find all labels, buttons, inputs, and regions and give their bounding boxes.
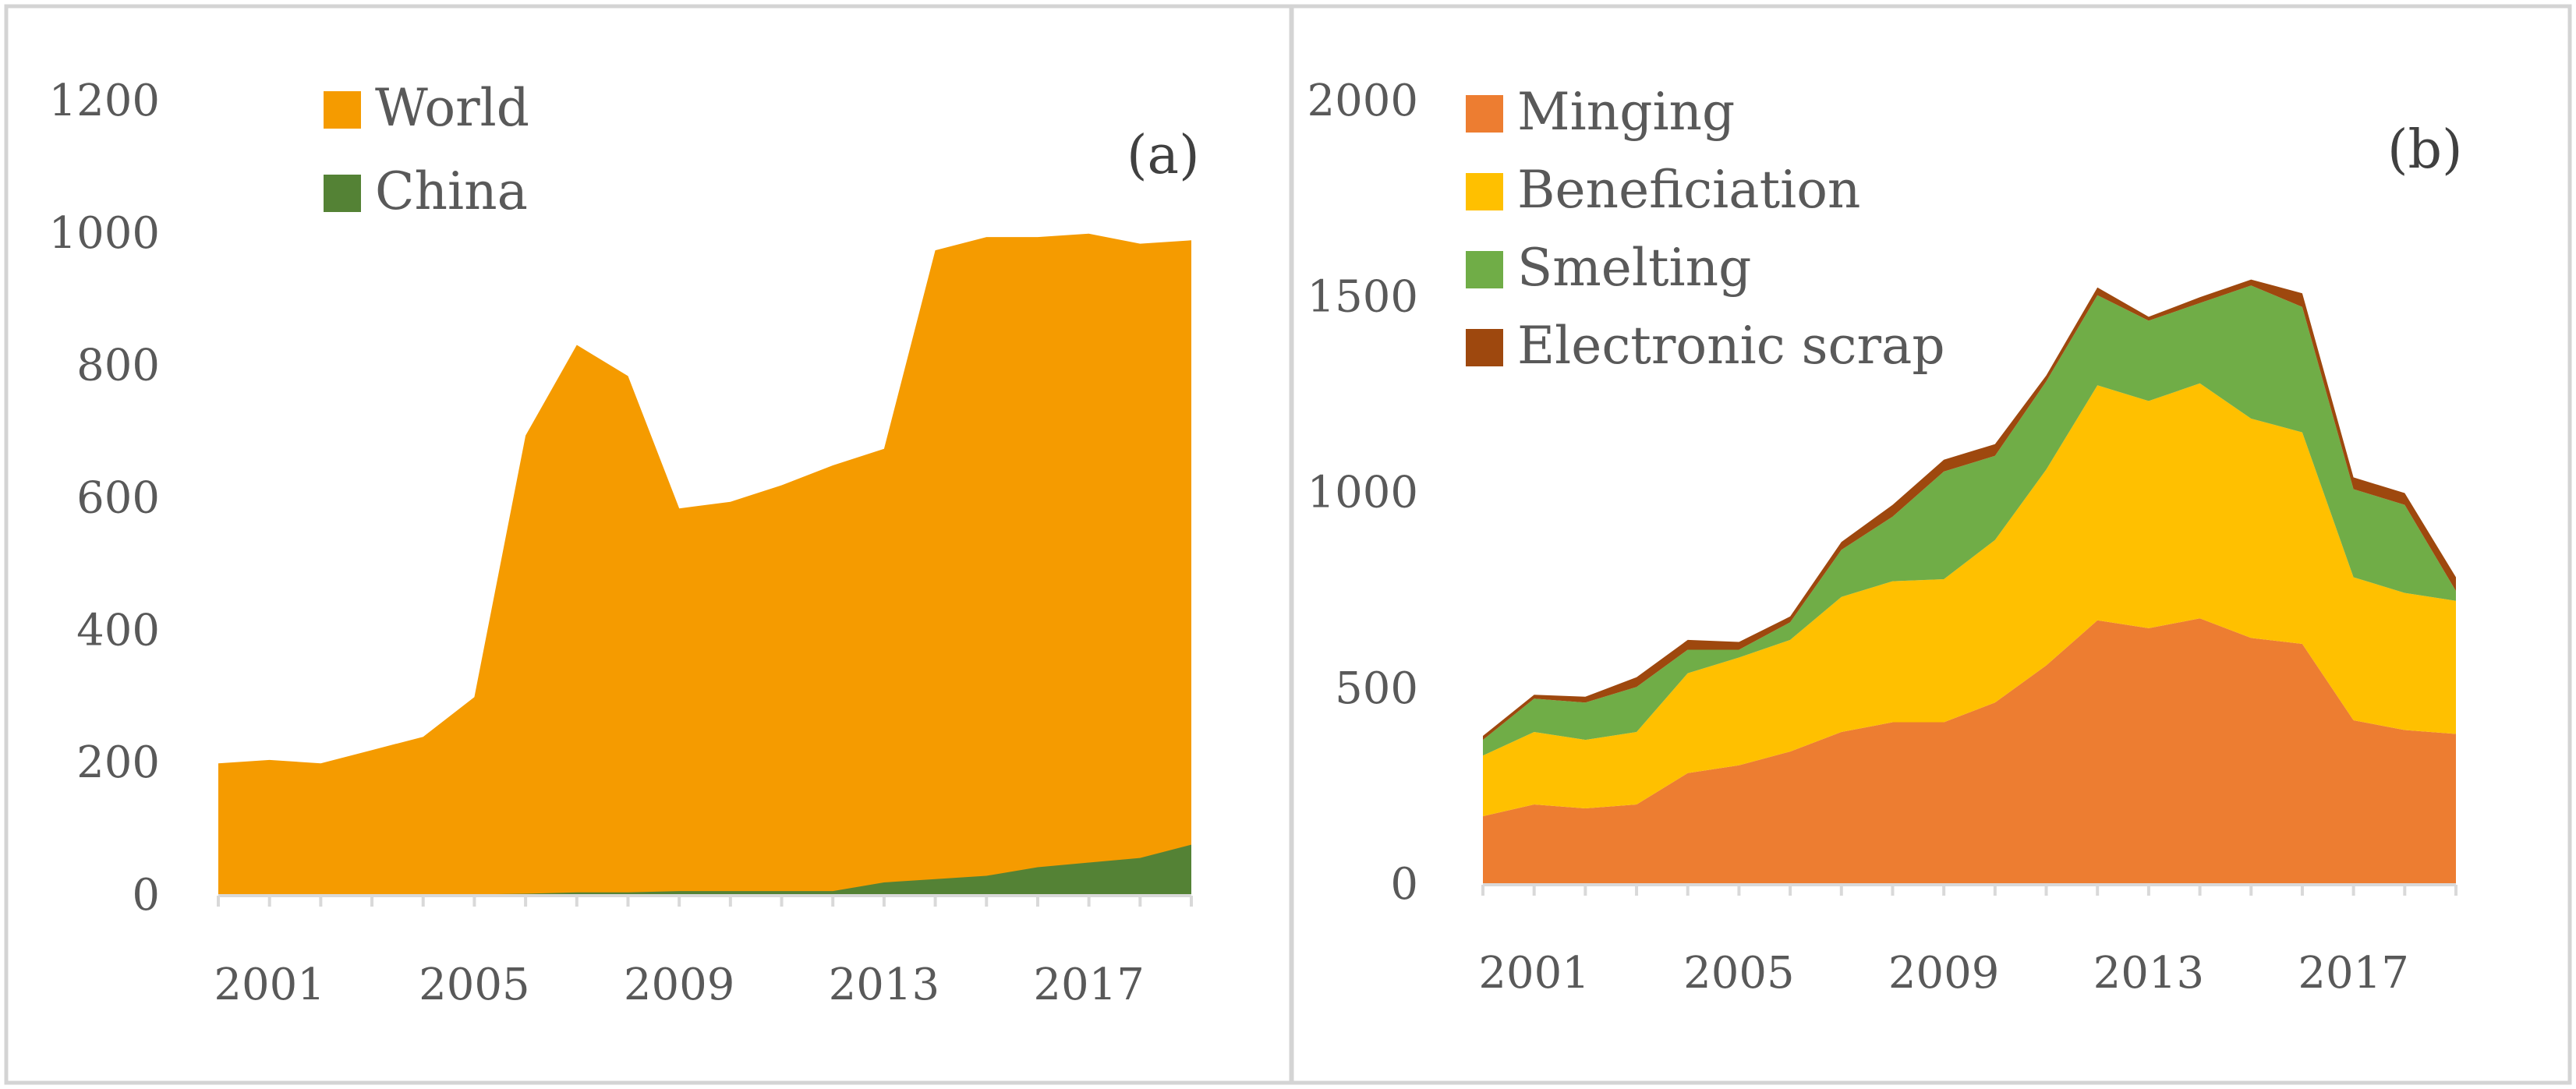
panel-a-legend: World China	[324, 78, 529, 221]
panel-a-y-tick-label: 600	[76, 473, 160, 524]
panel-b-y-tick-label: 1000	[1307, 468, 1418, 518]
panel-b-label: (b)	[2387, 119, 2463, 181]
panel-b-legend: Minging Beneficiation Smelting Electronic s…	[1466, 82, 1945, 376]
panel-a-x-tick-label: 2009	[624, 960, 735, 1010]
panel-b-legend-label-beneficiation: Beneficiation	[1517, 160, 1860, 220]
panel-a-x-tick-label: 2005	[419, 960, 530, 1010]
panel-a-y-tick-label: 800	[76, 341, 160, 391]
panel-b-legend-swatch-minging	[1466, 95, 1503, 133]
panel-a-legend-label-world: World	[375, 78, 529, 138]
panel-a-legend-swatch-china	[324, 175, 361, 212]
panel-a-area-world	[218, 233, 1191, 896]
panel-b-x-tick-label: 2013	[2093, 948, 2205, 999]
panel-a-x-tick-label: 2017	[1033, 960, 1145, 1010]
panel-b-y-tick-label: 1500	[1307, 271, 1418, 322]
panel-a-label: (a)	[1127, 125, 1200, 186]
panel-b-production-stages-chart: 0 500 1000 1500 2000 2001 2005 2009 2013 2017 Mi…	[1290, 4, 2572, 1085]
panel-b-legend-label-minging: Minging	[1517, 82, 1735, 142]
panel-b-y-tick-label: 500	[1335, 663, 1418, 714]
panel-a-y-tick-label: 400	[76, 605, 160, 656]
panel-b-y-tick-label: 0	[1390, 859, 1418, 910]
panel-b-legend-swatch-smelting	[1466, 251, 1503, 288]
panel-a-x-tick-marks	[217, 896, 1193, 907]
panel-b-area-minging	[1483, 618, 2456, 885]
panel-a-y-tick-label: 200	[76, 737, 160, 788]
panel-a-area-china	[218, 844, 1191, 896]
panel-a-area-layer	[218, 233, 1191, 896]
panel-b-area-layer	[1483, 279, 2456, 885]
panel-a-y-tick-labels: 0 200 400 600 800 1000 1200	[48, 76, 160, 921]
panel-b-border	[1290, 4, 2572, 1085]
panel-a-legend-label-china: China	[375, 161, 528, 221]
panel-b-y-tick-labels: 0 500 1000 1500 2000	[1307, 76, 1418, 910]
panel-a-x-tick-labels: 2001 2005 2009 2013 2017	[214, 960, 1144, 1010]
panel-b-legend-swatch-beneficiation	[1466, 173, 1503, 210]
panel-a-y-tick-label: 1200	[48, 76, 160, 126]
panel-b-area-smelting	[1483, 285, 2456, 756]
panel-b-x-tick-label: 2005	[1683, 948, 1795, 999]
panel-b-y-tick-label: 2000	[1307, 76, 1418, 126]
panel-b-legend-label-electronic-scrap: Electronic scrap	[1517, 316, 1945, 376]
panel-a-legend-swatch-world	[324, 91, 361, 129]
panel-b-x-tick-labels: 2001 2005 2009 2013 2017	[1478, 948, 2408, 999]
panel-b-legend-label-smelting: Smelting	[1517, 238, 1751, 298]
panel-b-x-tick-label: 2017	[2298, 948, 2409, 999]
panel-a-x-tick-label: 2013	[829, 960, 940, 1010]
panel-b-x-tick-label: 2009	[1888, 948, 2000, 999]
panel-b-x-tick-label: 2001	[1478, 948, 1590, 999]
panel-b-x-tick-marks	[1481, 885, 2457, 896]
panel-a-x-tick-label: 2001	[214, 960, 325, 1010]
panel-a-y-tick-label: 0	[132, 870, 160, 921]
panel-a-y-tick-label: 1000	[48, 208, 160, 259]
panel-b-legend-swatch-electronic-scrap	[1466, 329, 1503, 366]
panel-b-area-beneficiation	[1483, 383, 2456, 817]
